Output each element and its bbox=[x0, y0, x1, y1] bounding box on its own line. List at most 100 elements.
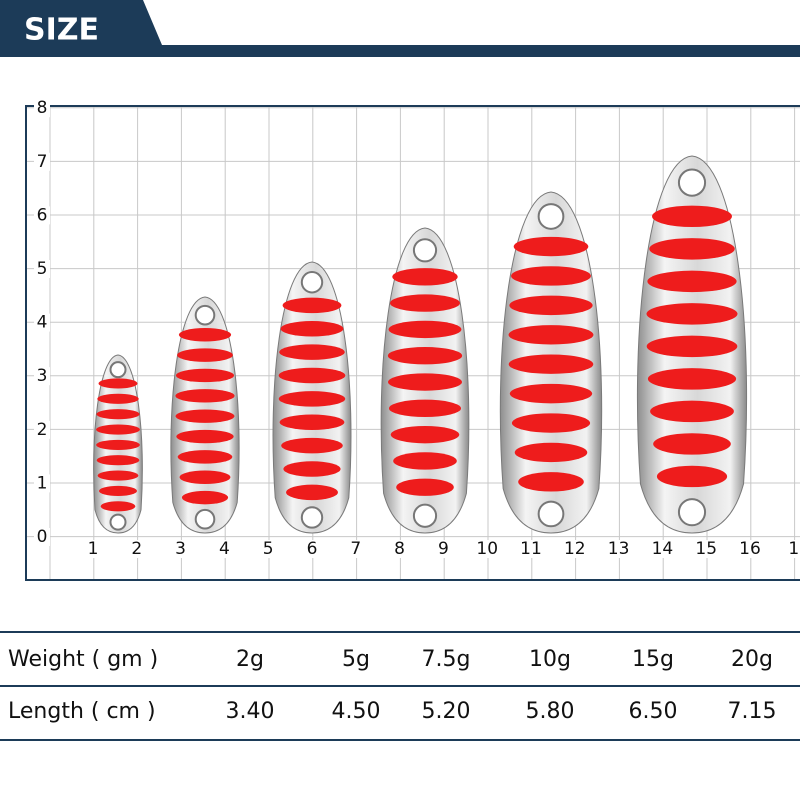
x-label: 15 bbox=[695, 539, 717, 559]
y-label: 4 bbox=[37, 313, 48, 333]
spoon-stripe bbox=[514, 442, 588, 463]
spoon-stripe bbox=[650, 400, 734, 423]
label-bg bbox=[81, 540, 105, 558]
x-label: 13 bbox=[608, 539, 630, 559]
spoon-stripe bbox=[396, 478, 454, 496]
spoon-hole bbox=[537, 500, 565, 528]
table: Weight ( gm ) 2g 5g 7.5g 10g 15g 20g Length ( c… bbox=[8, 647, 776, 724]
spoon-stripe bbox=[390, 425, 460, 444]
spoon-stripe bbox=[390, 294, 460, 312]
x-label: 14 bbox=[652, 539, 674, 559]
spoon-hole bbox=[109, 361, 127, 379]
label-bg bbox=[519, 540, 543, 558]
table-cell: 3.40 bbox=[226, 699, 275, 724]
table-cell: 7.15 bbox=[728, 699, 777, 724]
y-label: 1 bbox=[37, 473, 48, 493]
spoon-stripe bbox=[508, 325, 594, 345]
x-label: 16 bbox=[739, 539, 761, 559]
header-banner bbox=[0, 0, 800, 57]
label-bg bbox=[34, 99, 50, 118]
label-bg bbox=[343, 540, 368, 558]
spoon-hole bbox=[412, 503, 438, 528]
spoon-stripe bbox=[281, 437, 343, 454]
table-cell: 5.20 bbox=[422, 699, 471, 724]
spoon-stripe bbox=[278, 367, 346, 384]
spoon-stripe bbox=[286, 484, 338, 501]
y-label: 3 bbox=[37, 366, 48, 386]
spoon-stripe bbox=[181, 490, 229, 505]
row-label: Length ( cm ) bbox=[8, 699, 156, 724]
label-bg bbox=[781, 540, 800, 558]
spoon-stripe bbox=[511, 266, 591, 286]
table-cell: 7.5g bbox=[422, 647, 471, 672]
spoon-hole bbox=[300, 271, 324, 294]
spoon-hole bbox=[677, 498, 707, 527]
spoon-hole bbox=[677, 168, 707, 197]
y-label: 2 bbox=[37, 420, 48, 440]
x-label: 10 bbox=[476, 539, 498, 559]
x-label: 9 bbox=[438, 539, 449, 559]
y-label: 8 bbox=[37, 98, 48, 118]
spoon-stripe bbox=[279, 344, 345, 360]
spoon-stripe bbox=[175, 368, 235, 383]
spoon-hole bbox=[537, 203, 565, 230]
label-bg bbox=[34, 528, 50, 546]
spoon-stripe bbox=[388, 320, 462, 339]
x-label: 12 bbox=[564, 539, 586, 559]
x-label: 11 bbox=[520, 539, 542, 559]
spoon-stripe bbox=[653, 433, 731, 455]
label-bg bbox=[34, 206, 50, 225]
spoon-stripe bbox=[96, 455, 140, 466]
spoon-stripe bbox=[393, 452, 457, 470]
spoon-hole bbox=[300, 506, 324, 529]
spoon-stripe bbox=[176, 429, 234, 444]
spoon-stripe bbox=[392, 268, 458, 286]
spoon-stripe bbox=[96, 424, 140, 435]
label-bg bbox=[34, 420, 50, 439]
x-label: 2 bbox=[131, 539, 142, 559]
label-bg bbox=[256, 540, 281, 558]
y-label: 0 bbox=[37, 527, 48, 547]
spoon-stripe bbox=[178, 328, 232, 342]
spoon-stripe bbox=[652, 205, 732, 228]
label-bg bbox=[694, 540, 719, 558]
spoon-stripe bbox=[646, 335, 738, 358]
y-label: 7 bbox=[37, 152, 48, 172]
spoon-stripe bbox=[96, 409, 140, 420]
spoon-stripe bbox=[511, 413, 591, 433]
spoon-stripe bbox=[280, 321, 344, 337]
spoon-stripe bbox=[175, 409, 235, 423]
spoon-hole bbox=[109, 513, 127, 531]
spoon-stripe bbox=[177, 348, 233, 362]
spoon-stripe bbox=[387, 373, 463, 391]
x-label: 7 bbox=[350, 539, 361, 559]
spoon-stripe bbox=[509, 383, 593, 404]
label-bg bbox=[738, 540, 762, 558]
spoon-stripe bbox=[100, 501, 136, 512]
spoon-hole bbox=[194, 304, 216, 326]
table-cell: 10g bbox=[529, 647, 571, 672]
x-label: 1 bbox=[788, 539, 799, 559]
table-cell: 15g bbox=[632, 647, 674, 672]
spoon-stripe bbox=[509, 295, 593, 316]
spoon-stripe bbox=[647, 368, 737, 390]
spoon-stripe bbox=[282, 297, 342, 314]
spoon-stripe bbox=[388, 399, 462, 418]
spoons bbox=[93, 155, 748, 534]
spoon-stripe bbox=[513, 236, 589, 257]
spoon-stripe bbox=[177, 450, 233, 464]
spoon-stripe bbox=[646, 303, 738, 325]
x-label: 3 bbox=[175, 539, 186, 559]
table-cell: 2g bbox=[236, 647, 264, 672]
label-bg bbox=[34, 474, 50, 493]
spoon-stripe bbox=[508, 354, 594, 374]
spoon-stripe bbox=[98, 378, 138, 389]
spoon-stripe bbox=[647, 270, 737, 293]
x-label: 4 bbox=[219, 539, 230, 559]
row-label: Weight ( gm ) bbox=[8, 647, 158, 672]
spoon-stripe bbox=[175, 389, 235, 403]
x-label: 8 bbox=[394, 539, 405, 559]
label-bg bbox=[34, 367, 50, 386]
spoon-stripe bbox=[656, 465, 728, 488]
